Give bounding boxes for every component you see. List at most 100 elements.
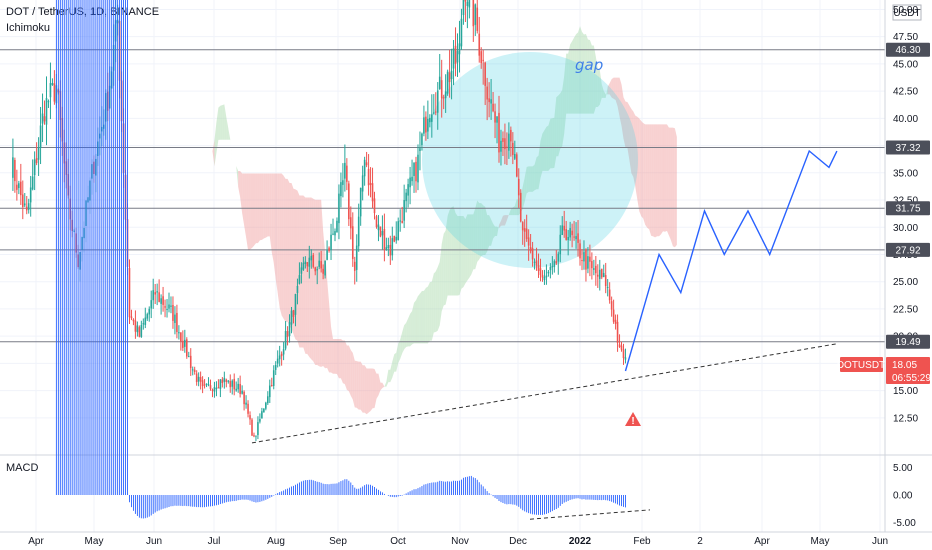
candle-body [387, 245, 390, 249]
cloud-segment [631, 108, 634, 178]
candle-body [174, 314, 176, 324]
currency-box[interactable] [892, 4, 922, 21]
cloud-segment [311, 197, 314, 362]
candle-body [563, 225, 566, 231]
candle-body [573, 236, 575, 238]
cloud-segment [163, 123, 166, 129]
candle-body [478, 33, 481, 56]
macd-label[interactable]: MACD [6, 462, 38, 474]
candle-body [257, 422, 259, 436]
cloud-segment [364, 365, 367, 415]
x-tick-label: Dec [509, 536, 527, 547]
candle-body [486, 86, 488, 100]
candle-body [259, 419, 261, 422]
candle-body [35, 158, 38, 164]
gap-highlight-circle [422, 52, 638, 268]
candle-body [577, 233, 579, 243]
cloud-segment [230, 139, 233, 165]
cloud-segment [435, 267, 438, 332]
cloud-segment [627, 102, 630, 161]
candle-body [27, 203, 30, 210]
cloud-segment [463, 215, 466, 288]
cloud-segment [394, 352, 397, 372]
candle-body [280, 353, 283, 357]
cloud-segment [514, 199, 517, 216]
cloud-segment [374, 369, 377, 408]
candle-body [565, 229, 567, 240]
cloud-segment [402, 325, 405, 354]
candle-body [472, 0, 475, 27]
x-axis-ticks[interactable]: Apr May Jun Jul Aug Sep Oct Nov Dec 2022 Feb 2 Apr Ma… [28, 536, 888, 547]
candle-body [312, 254, 315, 267]
cloud-segment [368, 368, 371, 413]
candle-body [431, 114, 433, 122]
level-tag-box [886, 42, 930, 57]
candle-body [575, 236, 577, 240]
cloud-segment [287, 178, 290, 327]
candle-body [152, 290, 154, 301]
cloud-segment [246, 173, 249, 251]
cloud-segment [419, 291, 422, 344]
candle-body [403, 200, 405, 221]
candle-body [18, 183, 20, 189]
candle-body [456, 51, 459, 63]
trendline[interactable] [251, 343, 837, 444]
cloud-segment [441, 233, 444, 312]
cloud-segment [639, 118, 642, 217]
candle-body [525, 228, 528, 239]
x-tick-label: Jul [208, 536, 221, 547]
cloud-segment [457, 215, 460, 296]
candle-body [344, 162, 346, 179]
price-value: 18.05 [892, 360, 917, 371]
x-tick-label: 2 [697, 536, 703, 547]
candle-body [622, 349, 625, 359]
cloud-segment [663, 124, 665, 232]
candle-body [340, 182, 342, 197]
candle-body [371, 183, 374, 202]
candle-body [569, 228, 571, 238]
cloud-segment [431, 273, 434, 341]
y-tick-label: 42.50 [893, 87, 918, 98]
forecast-path[interactable] [624, 149, 838, 372]
cloud-segment [250, 173, 252, 250]
candle-body [612, 309, 615, 322]
candle-body [405, 192, 407, 202]
candle-body [47, 101, 50, 103]
level-tag-label: 31.75 [895, 204, 920, 215]
cloud-segment [621, 84, 624, 139]
cloud-segment [309, 197, 312, 360]
cloud-segment [370, 368, 373, 412]
horizontal-levels[interactable] [0, 49, 885, 343]
candle-body [182, 340, 184, 348]
cloud-segment [404, 322, 407, 350]
cloud-segment [261, 173, 264, 240]
candle-body [276, 358, 279, 364]
indicator-label[interactable]: Ichimoku [6, 22, 50, 34]
cloud-segment [475, 200, 478, 270]
candle-body [322, 268, 324, 274]
cloud-segment [410, 311, 413, 347]
cloud-segment [392, 354, 395, 378]
candle-body [464, 0, 467, 2]
cloud-segment [524, 167, 527, 202]
candle-body [488, 98, 490, 103]
cloud-segment [346, 345, 349, 392]
cloud-segment [222, 104, 225, 140]
candle-body [620, 345, 623, 350]
candle-body [391, 238, 394, 256]
candle-body [134, 320, 137, 332]
cloud-segment [445, 216, 448, 305]
candle-body [381, 231, 384, 236]
candle-body [375, 216, 378, 228]
cloud-segment [263, 173, 266, 239]
candle-body [359, 187, 362, 217]
cloud-segment [414, 300, 417, 344]
candle-body [267, 396, 269, 404]
y-tick-label: 45.00 [893, 59, 918, 70]
cloud-segment [317, 199, 320, 367]
candle-body [600, 268, 603, 278]
candle-body [555, 261, 558, 264]
y-tick-label: 32.50 [893, 196, 918, 207]
cloud-segment [226, 116, 229, 140]
